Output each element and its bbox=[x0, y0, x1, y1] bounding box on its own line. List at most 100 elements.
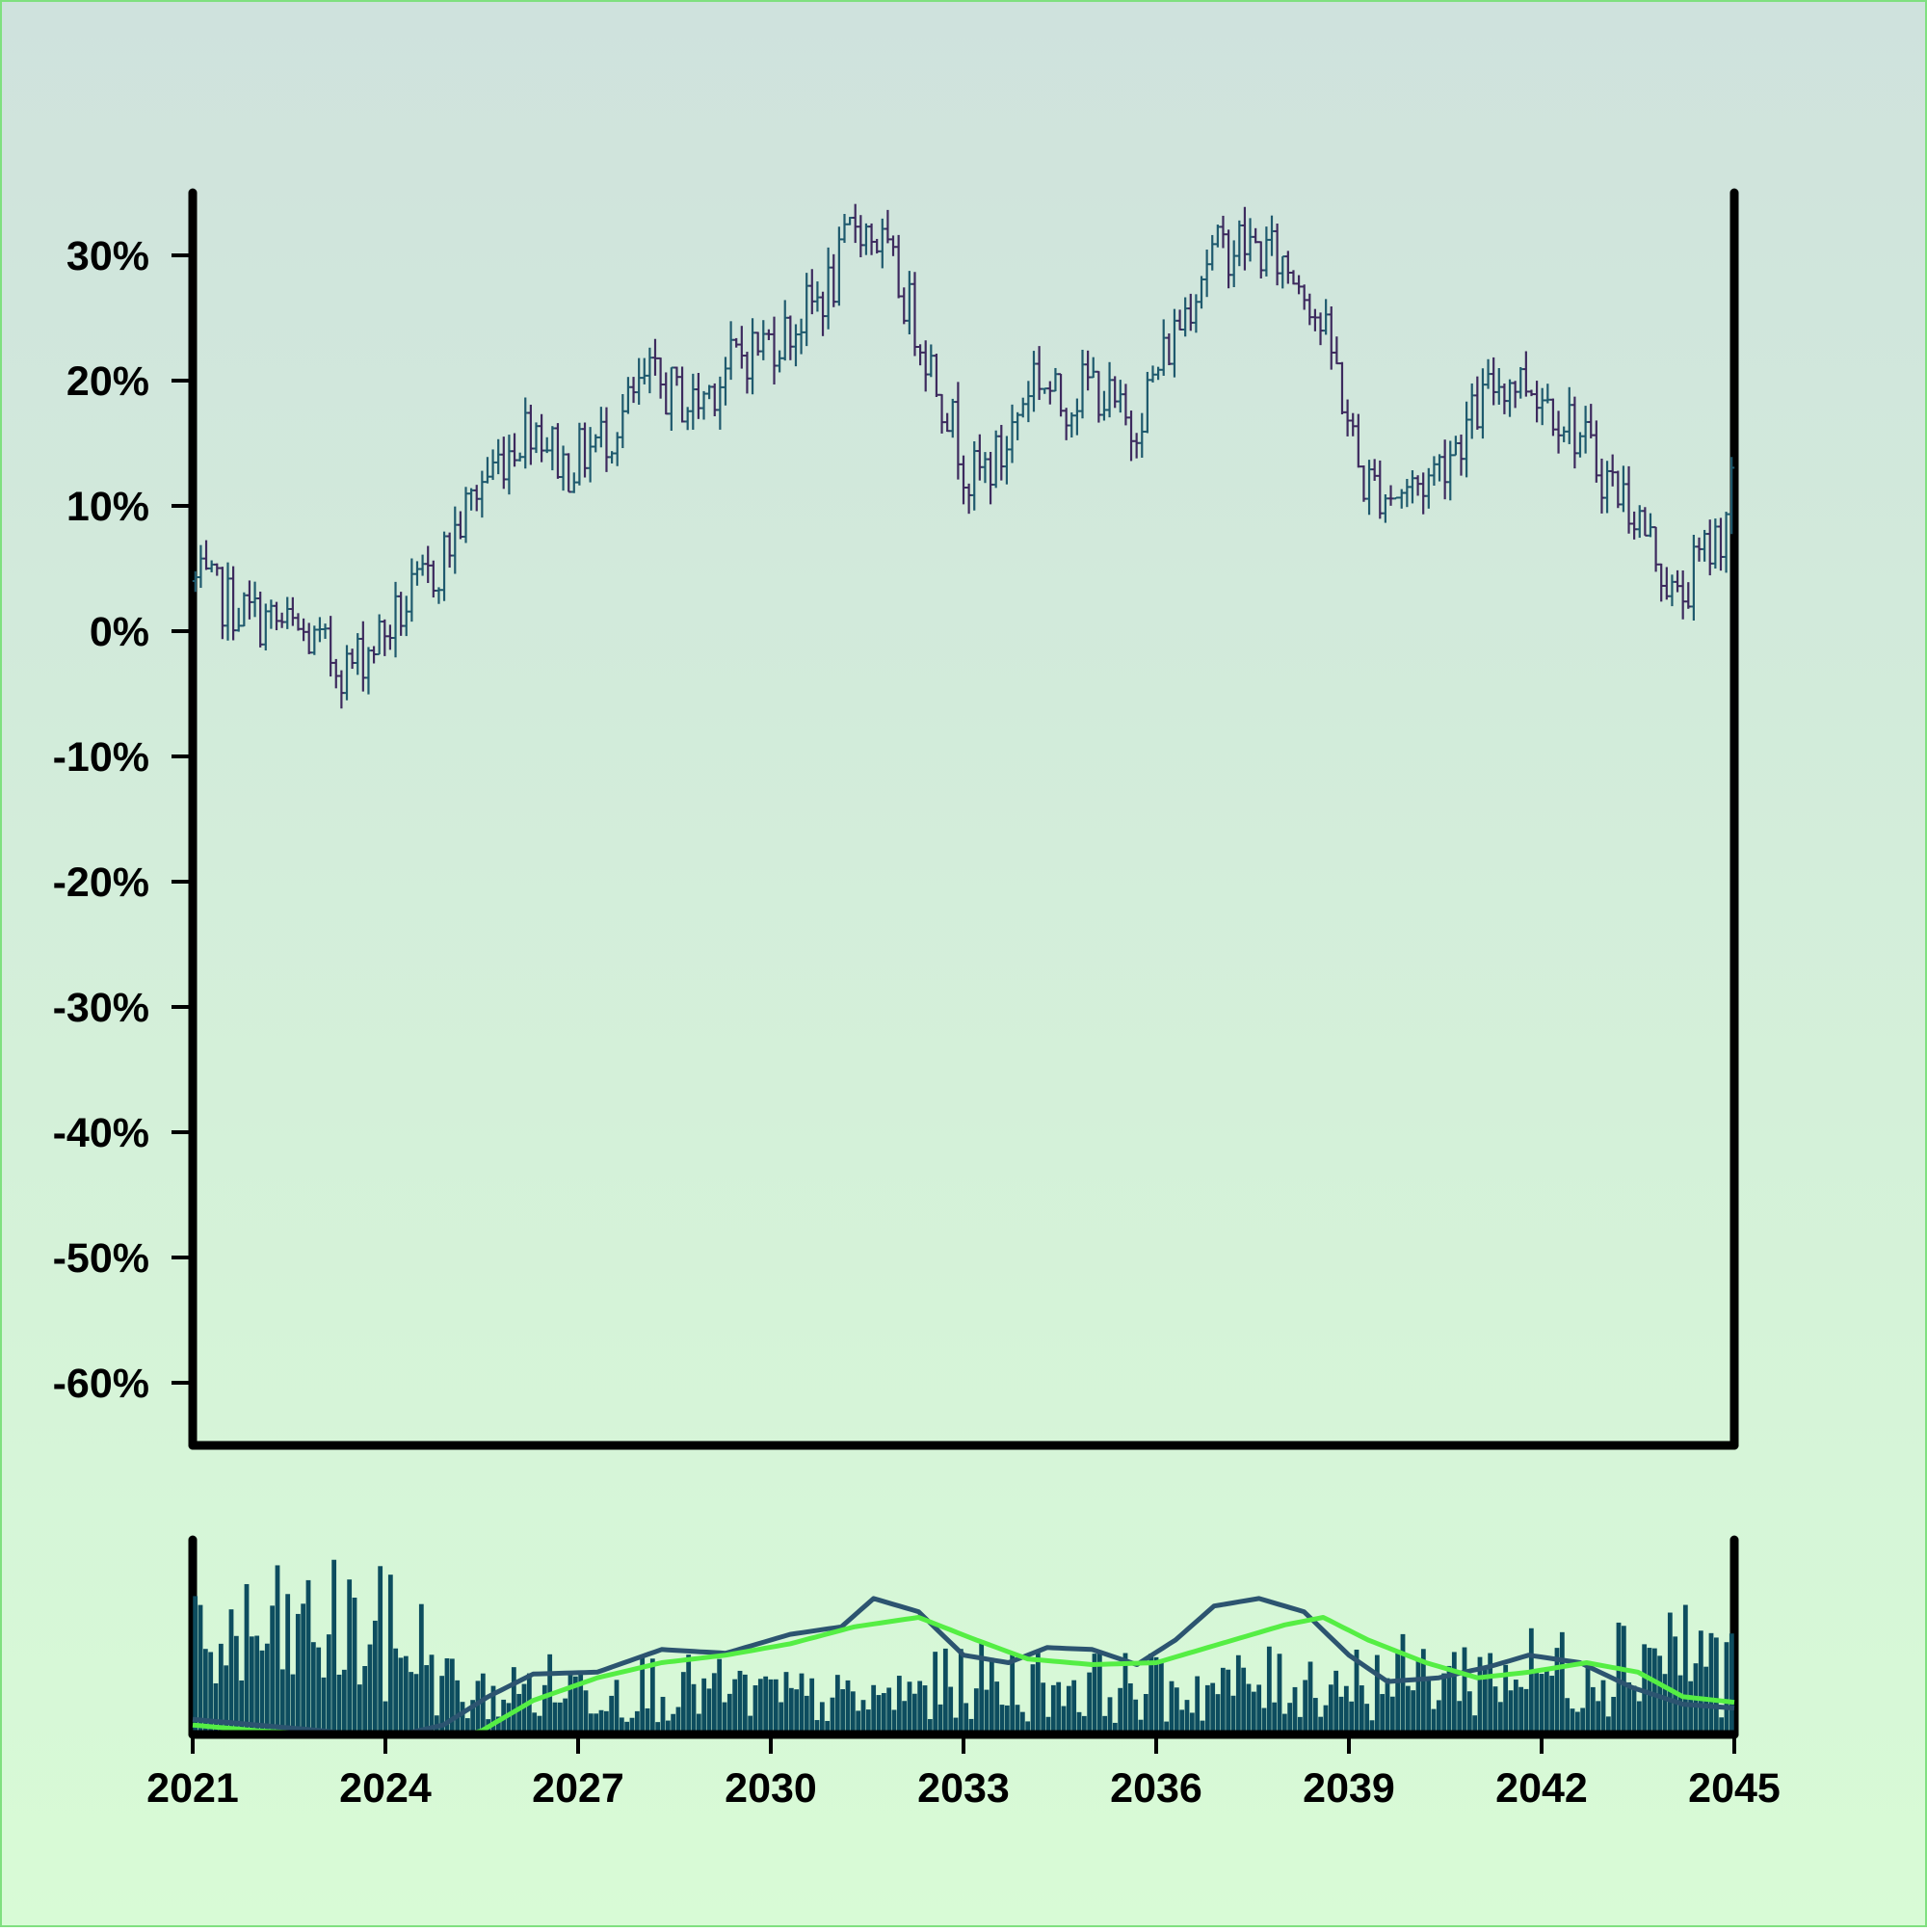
y-tick-label: -50% bbox=[53, 1235, 149, 1282]
ohlc-bar bbox=[587, 427, 594, 483]
ohlc-bar bbox=[425, 545, 432, 584]
ohlc-bar bbox=[1582, 406, 1589, 454]
volume-bar bbox=[696, 1713, 701, 1734]
ohlc-bar bbox=[690, 373, 697, 430]
ohlc-bar bbox=[1311, 308, 1318, 331]
volume-bar bbox=[768, 1679, 774, 1734]
volume-bar bbox=[1457, 1701, 1463, 1734]
volume-bar bbox=[1323, 1705, 1329, 1734]
ohlc-bar bbox=[593, 434, 599, 453]
volume-bar bbox=[511, 1667, 516, 1734]
ohlc-bar bbox=[706, 384, 713, 400]
volume-bar bbox=[1518, 1686, 1524, 1734]
ohlc-bar bbox=[1090, 357, 1096, 379]
ohlc-bar bbox=[462, 487, 469, 543]
volume-bar bbox=[752, 1685, 758, 1734]
volume-bar bbox=[239, 1680, 245, 1734]
volume-bar bbox=[1585, 1663, 1591, 1734]
ohlc-bar bbox=[219, 567, 225, 640]
volume-bar bbox=[1174, 1687, 1179, 1734]
volume-bar bbox=[1466, 1691, 1472, 1734]
volume-bar bbox=[624, 1721, 630, 1734]
ohlc-bar bbox=[744, 352, 751, 394]
ohlc-bar bbox=[1274, 224, 1280, 286]
ohlc-bar bbox=[246, 580, 252, 620]
volume-bar bbox=[295, 1613, 301, 1734]
ohlc-bar bbox=[1588, 404, 1595, 438]
volume-bar bbox=[717, 1658, 723, 1734]
ohlc-bar bbox=[1534, 381, 1541, 423]
volume-bar bbox=[1015, 1705, 1020, 1734]
x-tick-label: 2021 bbox=[146, 1765, 239, 1812]
ohlc-bar bbox=[533, 422, 540, 454]
volume-bar bbox=[1420, 1649, 1426, 1734]
ohlc-bar bbox=[609, 451, 616, 464]
volume-bar bbox=[1092, 1654, 1097, 1734]
ohlc-bar bbox=[1317, 312, 1324, 346]
ohlc-bar bbox=[1501, 383, 1508, 414]
volume-bar bbox=[409, 1672, 414, 1734]
volume-bar bbox=[671, 1713, 676, 1734]
volume-bar bbox=[470, 1700, 476, 1734]
volume-bar bbox=[362, 1665, 368, 1734]
volume-bar bbox=[1539, 1674, 1544, 1734]
ohlc-bar bbox=[1112, 376, 1119, 409]
volume-bar bbox=[1611, 1696, 1617, 1734]
volume-bar bbox=[860, 1700, 866, 1734]
volume-bar bbox=[455, 1680, 461, 1734]
volume-bar bbox=[927, 1719, 933, 1734]
ohlc-bar bbox=[419, 554, 426, 576]
ohlc-bar bbox=[787, 315, 794, 360]
ohlc-bar bbox=[1518, 366, 1524, 399]
volume-bar bbox=[1415, 1660, 1421, 1734]
volume-bar bbox=[557, 1702, 563, 1734]
ohlc-bar bbox=[711, 383, 718, 417]
volume-bar bbox=[1061, 1706, 1067, 1734]
volume-bar bbox=[665, 1720, 671, 1734]
ohlc-bar bbox=[1079, 350, 1086, 419]
volume-bar bbox=[830, 1697, 835, 1734]
ohlc-bar bbox=[446, 532, 453, 569]
volume-bar bbox=[953, 1717, 959, 1734]
ohlc-bar bbox=[781, 300, 788, 361]
volume-bar bbox=[1528, 1628, 1534, 1734]
ohlc-bar bbox=[473, 485, 480, 512]
volume-bar bbox=[809, 1678, 815, 1734]
ohlc-bar bbox=[814, 281, 821, 312]
ohlc-bar bbox=[982, 452, 989, 484]
volume-bar bbox=[1667, 1612, 1673, 1734]
volume-bar bbox=[1426, 1679, 1432, 1734]
ohlc-bar bbox=[1290, 270, 1297, 285]
volume-bar bbox=[1303, 1680, 1308, 1734]
x-tick-label: 2039 bbox=[1303, 1765, 1395, 1812]
ohlc-bar bbox=[512, 433, 518, 467]
ohlc-bar bbox=[695, 372, 701, 419]
x-tick-label: 2030 bbox=[725, 1765, 817, 1812]
volume-bar bbox=[994, 1681, 1000, 1734]
ohlc-bar bbox=[365, 647, 372, 695]
y-tick-label: -10% bbox=[53, 734, 149, 781]
volume-bar bbox=[316, 1647, 322, 1734]
ohlc-bar bbox=[636, 357, 643, 405]
ohlc-bar bbox=[371, 646, 378, 664]
ohlc-bar bbox=[1122, 384, 1129, 426]
ohlc-bar bbox=[1063, 408, 1069, 440]
volume-bar bbox=[1272, 1702, 1278, 1734]
volume-bar bbox=[301, 1603, 306, 1734]
ohlc-bar bbox=[241, 592, 248, 627]
volume-bar bbox=[460, 1702, 465, 1734]
volume-bar bbox=[645, 1707, 650, 1734]
x-tick-label: 2045 bbox=[1688, 1765, 1781, 1812]
volume-bar bbox=[1673, 1636, 1678, 1734]
ohlc-bar bbox=[976, 434, 983, 481]
ohlc-bar bbox=[301, 618, 307, 642]
ohlc-bar bbox=[284, 596, 291, 629]
ohlc-bar bbox=[328, 616, 334, 677]
ohlc-bar bbox=[620, 394, 626, 449]
ohlc-bar bbox=[516, 452, 523, 462]
ohlc-bar bbox=[1360, 465, 1367, 502]
ohlc-bar bbox=[1669, 574, 1676, 607]
volume-bar bbox=[1713, 1637, 1719, 1734]
